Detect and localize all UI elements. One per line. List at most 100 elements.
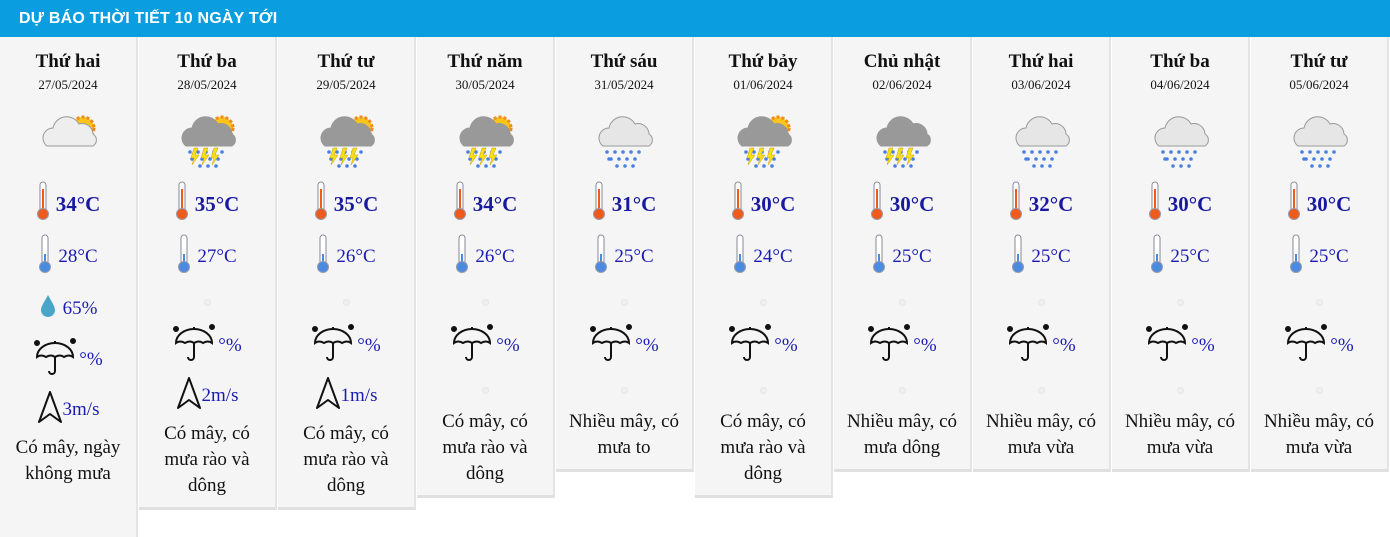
rain-cloud-icon (1112, 99, 1248, 177)
low-temp: 26°C (278, 231, 414, 283)
day-name: Thứ năm (447, 51, 523, 72)
rain-chance: °% (556, 321, 692, 371)
day-column: Thứ sáu 31/05/2024 31°C 25°C °% Nhiều mâ… (556, 37, 694, 472)
empty-dot-icon (556, 283, 692, 321)
umbrella-icon (1284, 323, 1328, 369)
low-temp: 25°C (556, 231, 692, 283)
partly-cloudy-sun-icon (0, 99, 136, 177)
umbrella-icon (589, 323, 633, 369)
day-column: Thứ năm 30/05/2024 34°C 26°C °% Có mây, … (417, 37, 555, 498)
day-column: Thứ hai 03/06/2024 32°C 25°C °% Nhiều mâ… (973, 37, 1111, 472)
low-temp: 25°C (1112, 231, 1248, 283)
umbrella-icon (450, 323, 494, 369)
thermometer-cold-icon (733, 234, 747, 280)
water-drop-icon (39, 294, 57, 324)
high-temp: 34°C (417, 177, 553, 231)
wind-direction-arrow-icon (176, 376, 202, 416)
empty-dot-icon (139, 283, 275, 321)
rain-chance: °% (0, 335, 136, 385)
thunderstorm-icon (834, 99, 970, 177)
rain-chance: °% (1112, 321, 1248, 371)
thermometer-hot-icon (453, 181, 467, 227)
thermometer-cold-icon (455, 234, 469, 280)
umbrella-icon (728, 323, 772, 369)
rain-chance: °% (139, 321, 275, 371)
weather-description: Nhiều mây, có mưa vừa (985, 411, 1097, 458)
weather-description: Nhiều mây, có mưa vừa (1263, 411, 1375, 458)
rain-cloud-icon (1251, 99, 1387, 177)
day-name: Thứ tư (317, 51, 375, 72)
humidity: 65% (0, 283, 136, 335)
day-column: Thứ ba 04/06/2024 30°C 25°C °% Nhiều mây… (1112, 37, 1250, 472)
weather-description: Có mây, có mưa rào và dông (164, 423, 250, 496)
day-date: 03/06/2024 (1011, 77, 1071, 92)
empty-dot-icon (834, 371, 970, 409)
day-name: Thứ ba (1150, 51, 1210, 72)
thermometer-cold-icon (38, 234, 52, 280)
rain-cloud-icon (556, 99, 692, 177)
day-date: 04/06/2024 (1150, 77, 1210, 92)
day-date: 30/05/2024 (455, 77, 515, 92)
thunderstorm-sun-icon (139, 99, 275, 177)
day-date: 29/05/2024 (316, 77, 376, 92)
empty-dot-icon (417, 283, 553, 321)
day-column: Thứ bảy 01/06/2024 30°C 24°C °% Có mây, … (695, 37, 833, 498)
low-temp: 24°C (695, 231, 831, 283)
day-column: Thứ tư 29/05/2024 35°C 26°C °% 1m/s Có m… (278, 37, 416, 510)
weather-description: Nhiều mây, có mưa vừa (1124, 411, 1236, 458)
low-temp: 25°C (1251, 231, 1387, 283)
umbrella-icon (867, 323, 911, 369)
thermometer-hot-icon (175, 181, 189, 227)
low-temp: 25°C (973, 231, 1109, 283)
day-name: Thứ ba (177, 51, 237, 72)
rain-chance: °% (695, 321, 831, 371)
high-temp: 30°C (1251, 177, 1387, 231)
day-date: 01/06/2024 (733, 77, 793, 92)
rain-chance: °% (834, 321, 970, 371)
day-name: Thứ hai (35, 51, 101, 72)
wind: 1m/s (278, 371, 414, 421)
day-date: 31/05/2024 (594, 77, 654, 92)
wind: 3m/s (0, 385, 136, 435)
day-date: 27/05/2024 (38, 77, 98, 92)
weather-description: Nhiều mây, có mưa dông (846, 411, 958, 458)
thermometer-hot-icon (592, 181, 606, 227)
thermometer-hot-icon (870, 181, 884, 227)
high-temp: 32°C (973, 177, 1109, 231)
empty-dot-icon (695, 283, 831, 321)
low-temp: 26°C (417, 231, 553, 283)
thunderstorm-sun-icon (695, 99, 831, 177)
umbrella-icon (172, 323, 216, 369)
day-column: Thứ hai 27/05/2024 34°C 28°C 65% °% 3m/s… (0, 37, 138, 537)
umbrella-icon (311, 323, 355, 369)
empty-dot-icon (973, 283, 1109, 321)
thermometer-hot-icon (1148, 181, 1162, 227)
rain-chance: °% (417, 321, 553, 371)
day-name: Chủ nhật (863, 51, 941, 72)
forecast-header: DỰ BÁO THỜI TIẾT 10 NGÀY TỚI (0, 0, 1390, 37)
empty-dot-icon (973, 371, 1109, 409)
empty-dot-icon (1251, 371, 1387, 409)
day-date: 05/06/2024 (1289, 77, 1349, 92)
rain-cloud-icon (973, 99, 1109, 177)
weather-description: Có mây, có mưa rào và dông (303, 423, 389, 496)
rain-chance: °% (278, 321, 414, 371)
thermometer-cold-icon (177, 234, 191, 280)
umbrella-icon (1006, 323, 1050, 369)
wind-direction-arrow-icon (315, 376, 341, 416)
high-temp: 31°C (556, 177, 692, 231)
thermometer-cold-icon (1011, 234, 1025, 280)
empty-dot-icon (556, 371, 692, 409)
day-name: Thứ sáu (590, 51, 658, 72)
empty-dot-icon (1112, 283, 1248, 321)
rain-chance: °% (973, 321, 1109, 371)
empty-dot-icon (1112, 371, 1248, 409)
empty-dot-icon (695, 371, 831, 409)
day-name: Thứ tư (1290, 51, 1348, 72)
weather-description: Có mây, có mưa rào và dông (442, 411, 528, 484)
umbrella-icon (1145, 323, 1189, 369)
high-temp: 30°C (695, 177, 831, 231)
empty-dot-icon (417, 371, 553, 409)
high-temp: 34°C (0, 177, 136, 231)
thermometer-cold-icon (1150, 234, 1164, 280)
